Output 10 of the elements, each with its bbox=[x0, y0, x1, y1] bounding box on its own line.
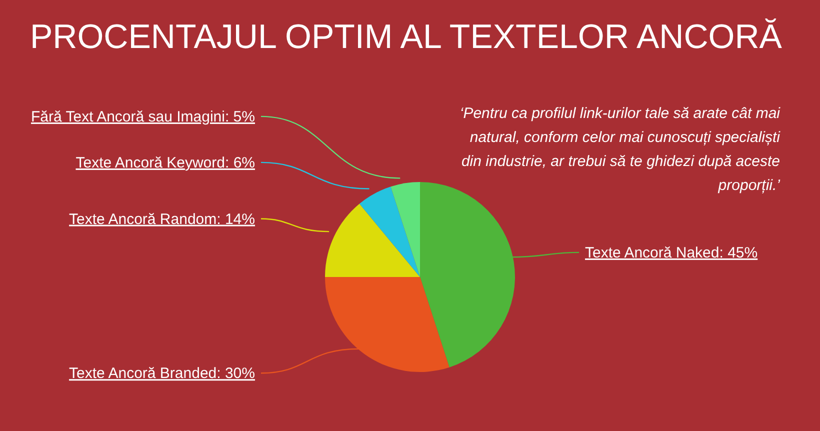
slice-label: Texte Ancoră Keyword: 6% bbox=[76, 154, 255, 172]
slice-label: Texte Ancoră Random: 14% bbox=[69, 210, 255, 228]
pie-slice bbox=[359, 186, 420, 277]
text: ‘Pentru ca profilul link-urilor tale să arate cât mai natural, conform celor mai cunoscuți specialiști din industrie, ar trebui să te ghidezi după aceste proporții.’ bbox=[458, 104, 780, 196]
slice-label: Texte Ancoră Branded: 30% bbox=[69, 365, 255, 382]
slice-label: Fără Text Ancoră sau Imagini: 5% bbox=[30, 108, 255, 126]
pie-slice bbox=[325, 204, 420, 277]
slice-label: Texte Ancoră Naked: 45% bbox=[585, 244, 758, 262]
pie-slice bbox=[390, 182, 420, 277]
chart-title: PROCENTAJUL OPTIM AL TEXTELOR ANCORĂ bbox=[30, 18, 782, 57]
